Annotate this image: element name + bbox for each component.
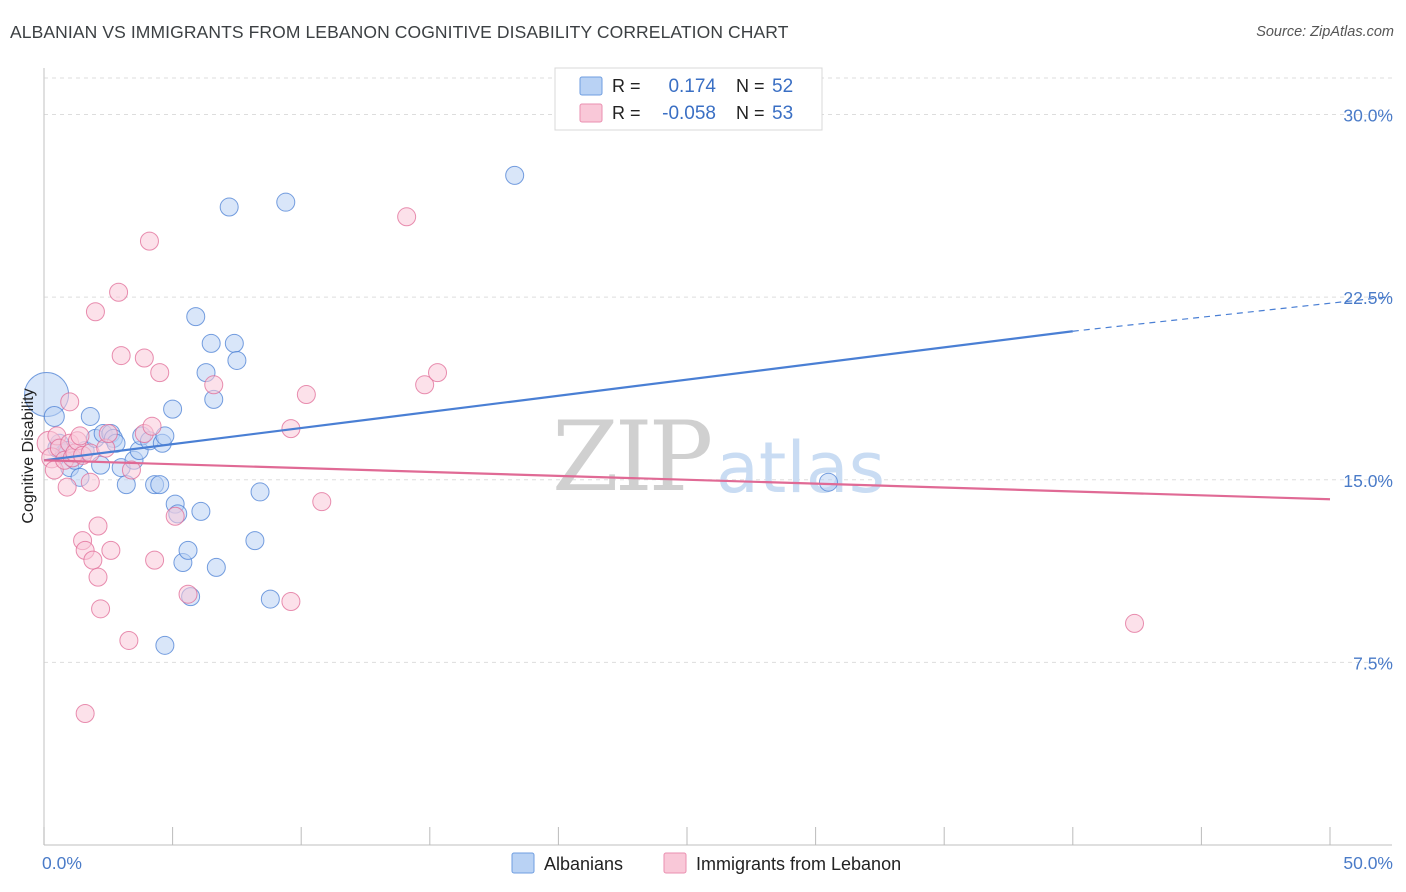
legend-n-value-2: 53 [772,103,793,124]
point-albanians-41 [224,333,244,353]
point-lebanon-36 [142,416,162,436]
point-lebanon-46 [428,363,448,383]
point-albanians-47 [505,165,525,185]
point-albanians-39 [206,557,226,577]
point-lebanon-22 [91,599,111,619]
point-lebanon-21 [88,516,108,536]
y-tick-label-1: 15.0% [1343,471,1393,491]
point-albanians-46 [276,192,296,212]
x-tick-label-max: 50.0% [1343,853,1393,873]
legend-swatch-lebanon [579,103,603,123]
y-tick-label-2: 22.5% [1343,288,1393,308]
legend-r-label-2: R = [612,103,641,123]
point-lebanon-28 [111,346,131,366]
point-lebanon-27 [109,282,129,302]
point-albanians-32 [155,635,175,655]
x-tick-label-min: 0.0% [42,853,82,873]
point-lebanon-19 [85,302,105,322]
point-lebanon-24 [98,423,118,443]
point-lebanon-6 [57,477,77,497]
legend-r-value-2: -0.058 [662,103,716,124]
trend-line-extension-albanians [1072,296,1387,332]
legend-n-value-1: 52 [772,76,793,97]
point-albanians-44 [250,482,270,502]
y-tick-label-0: 7.5% [1353,653,1393,673]
point-lebanon-20 [88,567,108,587]
legend-n-label-2: N = [736,103,765,123]
point-lebanon-40 [281,592,301,612]
point-albanians-10 [80,406,100,426]
point-lebanon-47 [1125,613,1145,633]
trend-line-lebanon [43,459,1331,501]
point-albanians-34 [186,307,206,327]
y-axis-label: Cognitive Disability [20,388,37,523]
point-albanians-24 [150,475,170,495]
trend-lines [43,296,1387,501]
point-albanians-35 [191,501,211,521]
series-label-lebanon: Immigrants from Lebanon [696,854,901,874]
source-label: Source: ZipAtlas.com [1256,24,1394,40]
point-lebanon-39 [204,375,224,395]
point-lebanon-30 [121,460,141,480]
point-albanians-40 [219,197,239,217]
y-tick-labels: 7.5% 15.0% 22.5% 30.0% [1343,106,1393,674]
point-lebanon-41 [296,385,316,405]
legend-n-label-1: N = [736,76,765,96]
watermark-zip: ZIP [552,401,711,513]
series-swatch-albanians [511,852,535,874]
point-albanians-43 [245,531,265,551]
point-lebanon-35 [150,363,170,383]
grid-lines [44,77,1392,663]
point-lebanon-37 [165,506,185,526]
y-tick-label-3: 30.0% [1343,106,1393,126]
point-albanians-12 [91,455,111,475]
legend-swatch-albanians [579,76,603,96]
point-lebanon-25 [101,540,121,560]
point-albanians-27 [163,399,183,419]
point-lebanon-44 [397,207,417,227]
point-lebanon-38 [178,584,198,604]
watermark-atlas: atlas [716,427,885,509]
point-albanians-42 [227,350,247,370]
series-swatch-lebanon [663,852,687,874]
data-points [24,165,1145,724]
point-albanians-45 [260,589,280,609]
series-legend: Albanians Immigrants from Lebanon [511,852,901,874]
correlation-legend: R = 0.174 N = 52 R = -0.058 N = 53 [554,67,823,131]
point-lebanon-17 [80,472,100,492]
point-lebanon-12 [70,426,90,446]
point-lebanon-8 [60,392,80,412]
point-lebanon-43 [312,492,332,512]
watermark: ZIP atlas [552,401,885,513]
chart-title: ALBANIAN VS IMMIGRANTS FROM LEBANON COGN… [10,22,789,42]
point-albanians-37 [201,333,221,353]
point-albanians-31 [178,540,198,560]
point-lebanon-26 [75,704,95,724]
point-albanians-48 [818,472,838,492]
point-lebanon-32 [134,348,154,368]
point-albanians-1 [43,405,65,427]
legend-r-label-1: R = [612,76,641,96]
series-label-albanians: Albanians [544,854,623,874]
trend-line-albanians [43,330,1073,462]
point-lebanon-29 [119,630,139,650]
point-lebanon-18 [83,550,103,570]
point-lebanon-34 [145,550,165,570]
point-lebanon-45 [415,375,435,395]
point-lebanon-33 [139,231,159,251]
legend-r-value-1: 0.174 [668,76,716,97]
